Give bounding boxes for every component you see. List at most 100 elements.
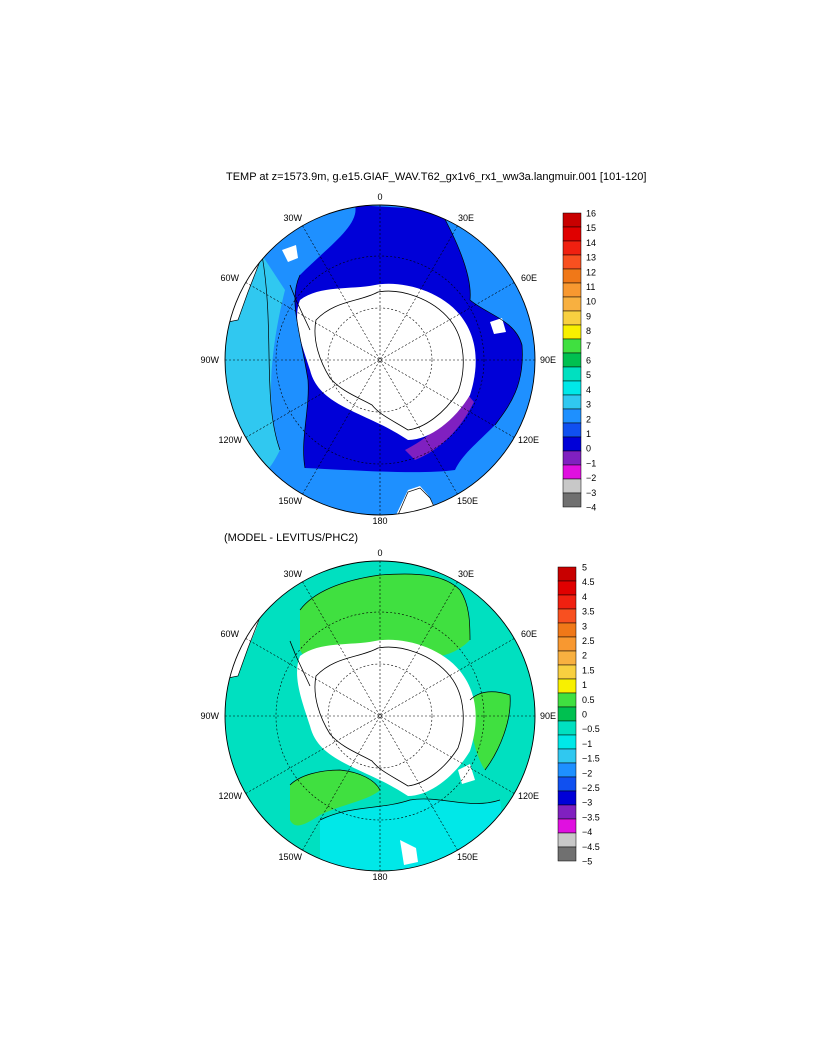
colorbar-tick-label: −4.5 <box>582 842 600 852</box>
lon-label-120w: 120W <box>218 791 242 801</box>
colorbar-swatch <box>557 706 577 722</box>
temperature-polar-map: 0 30E 60E 90E 120E 150E 180 150W 120W 90… <box>200 192 596 526</box>
colorbar-swatch <box>557 636 577 652</box>
colorbar-tick-label: −0.5 <box>582 724 600 734</box>
lon-label-120e: 120E <box>518 791 539 801</box>
antarctica-coastline-2 <box>314 646 464 787</box>
colorbar-swatch <box>557 678 577 694</box>
colorbar-tick-label: 3 <box>586 400 591 410</box>
colorbar-tick-label: 9 <box>586 311 591 321</box>
colorbar-tick-label: −4 <box>582 827 592 837</box>
colorbar-swatch <box>557 608 577 624</box>
lon-label-60w: 60W <box>220 629 239 639</box>
colorbar-tick-label: 5 <box>586 370 591 380</box>
colorbar-tick-label: 3.5 <box>582 607 595 617</box>
diff-0-to-0.5-upper-region <box>300 573 470 666</box>
colorbar-tick-label: −2.5 <box>582 783 600 793</box>
colorbar-swatch <box>557 720 577 736</box>
colorbar-swatch <box>557 762 577 778</box>
lon-label-180: 180 <box>372 872 387 882</box>
lon-label-60w: 60W <box>220 273 239 283</box>
colorbar-tick-label: −5 <box>582 857 592 867</box>
lon-label-60e: 60E <box>521 273 537 283</box>
colorbar-tick-label: 4.5 <box>582 577 595 587</box>
map-boundary <box>224 204 536 516</box>
lon-label-120w: 120W <box>218 435 242 445</box>
colorbar-swatch <box>557 818 577 834</box>
colorbar-tick-label: −3 <box>586 488 596 498</box>
colorbar-tick-label: 2 <box>586 414 591 424</box>
map-boundary-2 <box>224 560 536 872</box>
graticule <box>225 205 535 515</box>
colorbar-tick-label: 1 <box>586 429 591 439</box>
colorbar-swatch <box>562 226 582 242</box>
lon-label-90e: 90E <box>540 711 556 721</box>
colorbar-swatch <box>562 240 582 256</box>
colorbar-swatch <box>562 212 582 228</box>
colorbar-swatch <box>562 338 582 354</box>
colorbar-swatch <box>562 310 582 326</box>
colorbar-swatch <box>557 594 577 610</box>
colorbar-tick-label: −3 <box>582 798 592 808</box>
colorbar-swatch <box>557 804 577 820</box>
colorbar-tick-label: 1 <box>582 680 587 690</box>
colorbar-swatch <box>557 622 577 638</box>
colorbar-swatch <box>562 450 582 466</box>
colorbar-tick-label: −1 <box>586 458 596 468</box>
colorbar-swatch <box>562 464 582 480</box>
colorbar-tick-label: −2 <box>582 768 592 778</box>
colorbar-swatch <box>562 268 582 284</box>
colorbar-tick-label: 13 <box>586 253 596 263</box>
map-title: TEMP at z=1573.9m, g.e15.GIAF_WAV.T62_gx… <box>226 171 647 183</box>
lon-label-150w: 150W <box>278 852 302 862</box>
colorbar-tick-label: 12 <box>586 267 596 277</box>
colorbar-tick-label: 8 <box>586 326 591 336</box>
colorbar-swatch <box>557 776 577 792</box>
colorbar-swatch <box>562 380 582 396</box>
colorbar-tick-label: 3 <box>582 621 587 631</box>
difference-polar-map: 0 30E 60E 90E 120E 150E 180 150W 120W 90… <box>200 548 599 882</box>
antarctica-land-2 <box>297 639 476 796</box>
colorbar-swatch <box>557 664 577 680</box>
colorbar-tick-label: 15 <box>586 223 596 233</box>
colorbar-tick-label: −1 <box>582 739 592 749</box>
colorbar-swatch <box>562 366 582 382</box>
lon-label-30w: 30W <box>283 569 302 579</box>
lon-label-0: 0 <box>377 192 382 202</box>
colorbar-tick-label: 14 <box>586 238 596 248</box>
lon-label-150w: 150W <box>278 496 302 506</box>
lon-label-30w: 30W <box>283 213 302 223</box>
colorbar-swatch <box>562 478 582 494</box>
colorbar-swatch <box>562 408 582 424</box>
lon-label-0: 0 <box>377 548 382 558</box>
lon-label-180: 180 <box>372 516 387 526</box>
colorbar-tick-label: 0 <box>586 444 591 454</box>
antarctica-coastline <box>314 290 464 431</box>
colorbar-tick-label: 4 <box>586 385 591 395</box>
diff-0-to-0.5-lower-region <box>290 770 380 826</box>
colorbar-tick-label: 6 <box>586 356 591 366</box>
colorbar-swatch <box>557 832 577 848</box>
difference-colorbar: 5 4.5 4 3.5 3 2.5 2 1.5 1 0.5 0 −0.5 −1 −1.5 −2 −2.5 −3 −… <box>557 563 600 867</box>
colorbar-swatch <box>557 846 577 862</box>
colorbar-tick-label: −2 <box>586 473 596 483</box>
colorbar-swatch <box>557 650 577 666</box>
lon-label-120e: 120E <box>518 435 539 445</box>
lon-label-90e: 90E <box>540 355 556 365</box>
lon-label-90w: 90W <box>200 711 219 721</box>
colorbar-swatch <box>557 790 577 806</box>
colorbar-tick-label: 5 <box>582 563 587 573</box>
colorbar-swatch <box>562 324 582 340</box>
colorbar-tick-label: −3.5 <box>582 812 600 822</box>
colorbar-tick-label: 4 <box>582 592 587 602</box>
lon-label-150e: 150E <box>457 496 478 506</box>
colorbar-swatch <box>562 492 582 508</box>
difference-map-title: (MODEL - LEVITUS/PHC2) <box>224 532 359 544</box>
lon-label-90w: 90W <box>200 355 219 365</box>
colorbar-tick-label: 0.5 <box>582 695 595 705</box>
colorbar-swatch <box>557 566 577 582</box>
colorbar-tick-label: 16 <box>586 209 596 219</box>
colorbar-swatch <box>562 282 582 298</box>
